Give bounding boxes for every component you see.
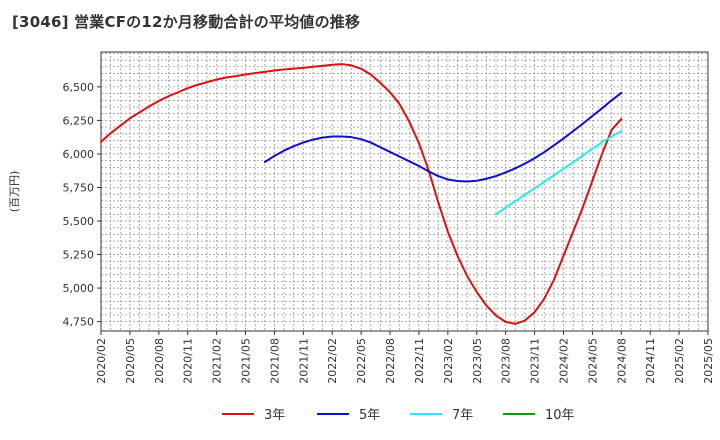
x-tick-label: 2020/02	[95, 338, 108, 384]
legend-label: 7年	[452, 408, 473, 423]
x-tick-label: 2025/05	[702, 338, 715, 384]
y-tick-label: 5,750	[63, 181, 95, 194]
x-tick-label: 2021/05	[240, 338, 253, 384]
chart-title: [3046] 営業CFの12か月移動合計の平均値の推移	[12, 13, 361, 31]
legend: 3年 5年 7年 10年	[222, 408, 575, 423]
x-tick-label: 2024/08	[615, 338, 628, 384]
x-tick-label: 2023/11	[529, 338, 542, 384]
y-tick-label: 4,750	[63, 316, 95, 329]
x-tick-label: 2023/05	[471, 338, 484, 384]
x-tick-label: 2024/02	[557, 338, 570, 384]
y-tick-label: 5,000	[63, 282, 95, 295]
x-tick-label: 2021/11	[297, 338, 310, 384]
series-line	[100, 63, 623, 325]
x-tick-label: 2023/08	[500, 338, 513, 384]
x-tick-label: 2022/11	[413, 338, 426, 384]
grid	[100, 52, 709, 331]
x-tick-label: 2023/02	[442, 338, 455, 384]
y-axis-title: (百万円)	[8, 171, 21, 213]
x-axis-ticks: 2020/02 2020/05 2020/08 2020/11 2021/02 2021/…	[95, 331, 715, 384]
x-tick-label: 2022/05	[355, 338, 368, 384]
legend-label: 5年	[359, 408, 380, 423]
x-tick-label: 2021/02	[211, 338, 224, 384]
plot-area-frame	[100, 51, 709, 332]
x-tick-label: 2022/08	[384, 338, 397, 384]
x-tick-label: 2025/02	[673, 338, 686, 384]
legend-label: 10年	[545, 408, 575, 423]
y-tick-label: 5,500	[63, 215, 95, 228]
x-tick-label: 2020/08	[153, 338, 166, 384]
x-tick-label: 2020/11	[182, 338, 195, 384]
y-tick-label: 6,000	[63, 148, 95, 161]
y-tick-label: 5,250	[63, 249, 95, 262]
y-tick-label: 6,500	[63, 81, 95, 94]
y-axis-ticks: 4,750 5,000 5,250 5,500 5,750 6,000 6,250 6,500	[63, 81, 101, 329]
x-tick-label: 2024/05	[586, 338, 599, 384]
x-tick-label: 2022/02	[326, 338, 339, 384]
y-tick-label: 6,250	[63, 114, 95, 127]
x-tick-label: 2021/08	[268, 338, 281, 384]
x-tick-label: 2024/11	[644, 338, 657, 384]
series-line	[495, 130, 623, 216]
legend-label: 3年	[264, 408, 285, 423]
x-tick-label: 2020/05	[124, 338, 137, 384]
series-lines	[100, 63, 623, 325]
series-line	[263, 91, 623, 183]
